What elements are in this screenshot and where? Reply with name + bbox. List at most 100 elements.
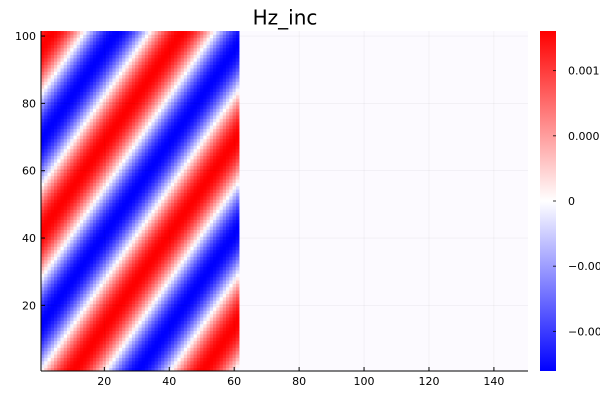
heatmap-cell	[76, 148, 81, 153]
heatmap-cell	[187, 350, 191, 355]
heatmap-cell	[177, 303, 182, 308]
heatmap-cell	[57, 169, 61, 173]
heatmap-cell	[141, 98, 146, 103]
heatmap-cell	[190, 101, 194, 106]
heatmap-cell	[41, 347, 45, 352]
heatmap-cell	[92, 138, 97, 143]
heatmap-cell	[157, 135, 162, 140]
heatmap-cell	[135, 192, 139, 197]
heatmap-cell	[92, 172, 97, 177]
heatmap-cell	[122, 280, 126, 284]
heatmap-cell	[131, 354, 136, 358]
heatmap-cell	[70, 172, 74, 177]
heatmap-cell	[57, 88, 61, 92]
heatmap-cell	[83, 293, 87, 298]
heatmap-cell	[83, 337, 87, 342]
heatmap-cell	[86, 290, 91, 294]
heatmap-cell	[170, 111, 175, 116]
heatmap-cell	[135, 354, 139, 358]
heatmap-cell	[196, 354, 201, 358]
heatmap-cell	[161, 300, 165, 305]
heatmap-cell	[57, 47, 61, 52]
heatmap-cell	[76, 162, 81, 167]
heatmap-cell	[190, 310, 194, 315]
heatmap-cell	[47, 330, 52, 335]
heatmap-cell	[122, 307, 126, 311]
heatmap-cell	[63, 239, 68, 244]
heatmap-cell	[128, 323, 133, 328]
heatmap-cell	[60, 340, 65, 345]
heatmap-cell	[79, 263, 84, 268]
heatmap-cell	[128, 202, 133, 207]
heatmap-cell	[57, 41, 61, 45]
heatmap-cell	[89, 323, 94, 328]
heatmap-cell	[118, 337, 123, 342]
heatmap-cell	[122, 78, 126, 82]
heatmap-cell	[164, 98, 169, 103]
heatmap-cell	[154, 293, 159, 298]
heatmap-cell	[200, 286, 204, 291]
heatmap-cell	[102, 131, 107, 136]
heatmap-cell	[47, 57, 52, 62]
heatmap-cell	[83, 323, 87, 328]
heatmap-cell	[53, 68, 58, 72]
heatmap-cell	[167, 37, 172, 42]
heatmap-cell	[63, 128, 68, 133]
heatmap-cell	[187, 128, 191, 133]
heatmap-cell	[190, 286, 194, 291]
heatmap-cell	[50, 125, 55, 130]
heatmap-cell	[164, 209, 169, 214]
heatmap-cell	[161, 131, 165, 136]
heatmap-cell	[148, 41, 152, 45]
heatmap-cell	[128, 111, 133, 116]
heatmap-cell	[167, 68, 172, 72]
heatmap-cell	[70, 84, 74, 89]
heatmap-cell	[164, 91, 169, 96]
heatmap-cell	[89, 354, 94, 358]
heatmap-cell	[131, 307, 136, 311]
heatmap-cell	[177, 286, 182, 291]
heatmap-cell	[99, 172, 104, 177]
heatmap-cell	[86, 195, 91, 200]
heatmap-cell	[47, 128, 52, 133]
heatmap-cell	[92, 88, 97, 92]
heatmap-cell	[115, 105, 120, 109]
heatmap-cell	[151, 152, 156, 156]
heatmap-cell	[180, 155, 185, 160]
heatmap-cell	[164, 340, 169, 345]
heatmap-cell	[164, 280, 169, 284]
heatmap-cell	[170, 293, 175, 298]
heatmap-cell	[102, 344, 107, 348]
heatmap-cell	[57, 300, 61, 305]
heatmap-cell	[190, 44, 194, 49]
heatmap-cell	[157, 307, 162, 311]
heatmap-cell	[44, 98, 48, 103]
heatmap-cell	[112, 340, 117, 345]
heatmap-cell	[200, 212, 204, 217]
heatmap-cell	[73, 333, 78, 338]
heatmap-cell	[89, 91, 94, 96]
heatmap-cell	[41, 71, 45, 76]
heatmap-cell	[148, 206, 152, 210]
heatmap-cell	[148, 357, 152, 362]
heatmap-cell	[92, 276, 97, 281]
heatmap-cell	[148, 111, 152, 116]
heatmap-cell	[193, 202, 198, 207]
heatmap-cell	[151, 131, 156, 136]
heatmap-cell	[125, 74, 130, 79]
heatmap-cell	[161, 111, 165, 116]
heatmap-cell	[102, 148, 107, 153]
heatmap-cell	[174, 142, 178, 146]
heatmap-cell	[183, 246, 188, 251]
heatmap-cell	[122, 148, 126, 153]
heatmap-cell	[66, 128, 71, 133]
heatmap-cell	[115, 222, 120, 227]
heatmap-cell	[115, 162, 120, 167]
heatmap-cell	[115, 98, 120, 103]
heatmap-cell	[161, 51, 165, 55]
heatmap-cell	[44, 259, 48, 264]
heatmap-cell	[66, 330, 71, 335]
heatmap-cell	[138, 142, 143, 146]
heatmap-cell	[196, 179, 201, 183]
heatmap-cell	[92, 327, 97, 332]
